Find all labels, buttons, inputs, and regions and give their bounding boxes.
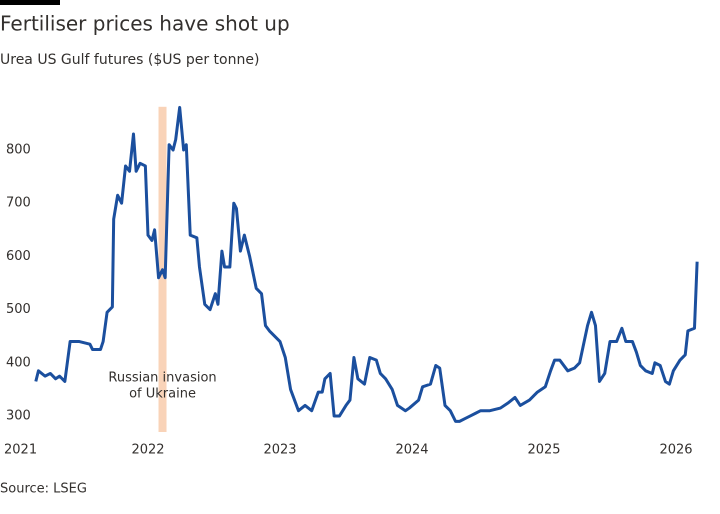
price-line	[34, 105, 699, 423]
y-tick-label: 700	[6, 196, 31, 211]
y-tick-label: 500	[6, 302, 31, 317]
x-tick-label: 2026	[659, 443, 692, 458]
annotation-text: Russian invasion	[108, 371, 216, 386]
brand-bar	[0, 0, 60, 5]
source: Source: LSEG	[0, 482, 87, 497]
x-tick-label: 2022	[131, 443, 164, 458]
x-tick-label: 2025	[527, 443, 560, 458]
y-tick-label: 300	[6, 409, 31, 424]
x-tick-label: 2024	[395, 443, 428, 458]
annotation-text: of Ukraine	[129, 387, 196, 402]
chart-title: Fertiliser prices have shot up	[0, 12, 290, 36]
y-tick-label: 800	[6, 143, 31, 158]
chart-subtitle: Urea US Gulf futures ($US per tonne)	[0, 52, 259, 68]
y-tick-label: 600	[6, 249, 31, 264]
x-tick-label: 2023	[263, 443, 296, 458]
x-tick-label: 2021	[4, 443, 37, 458]
y-tick-label: 400	[6, 355, 31, 370]
